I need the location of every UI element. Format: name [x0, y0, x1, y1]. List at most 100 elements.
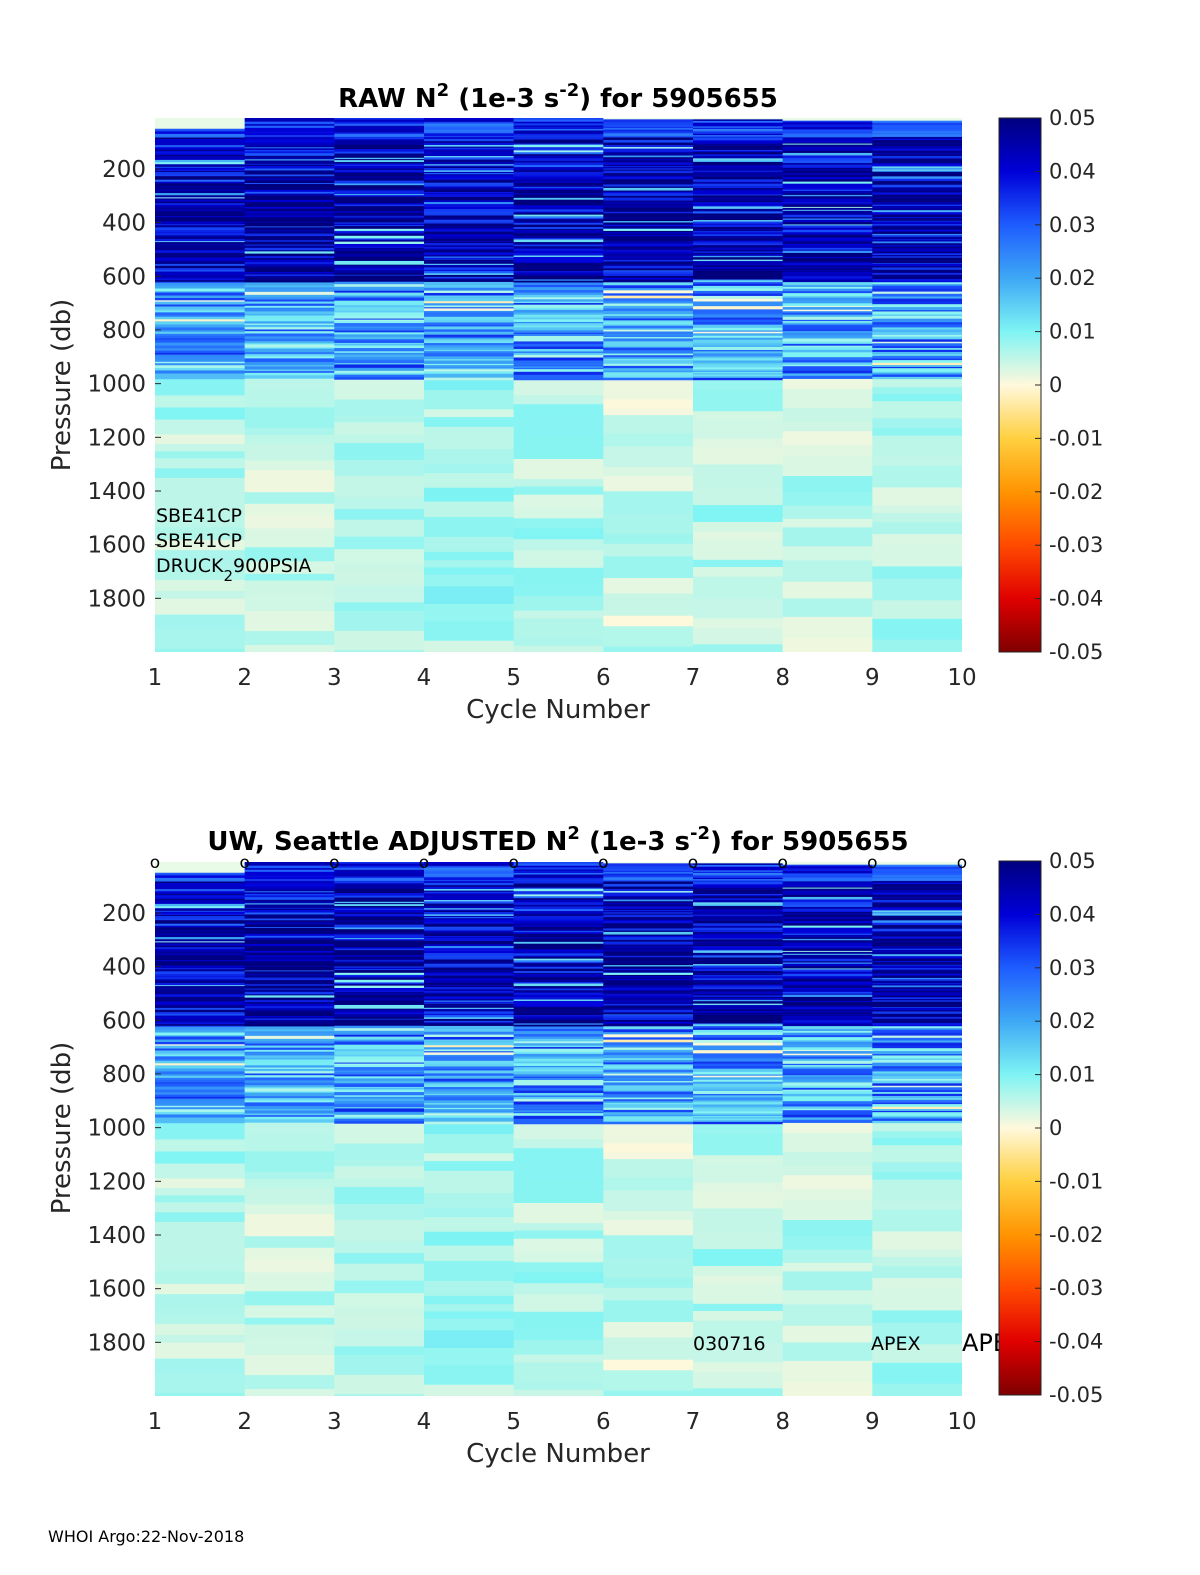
heatmap-cell	[693, 128, 784, 132]
heatmap-cell	[424, 1007, 515, 1010]
heatmap-cell	[872, 229, 962, 233]
heatmap-cell	[424, 953, 515, 957]
heatmap-cell	[693, 285, 784, 289]
heatmap-cell	[513, 951, 604, 954]
adjusted-title: UW, Seattle ADJUSTED N2 (1e-3 s-2) for 5…	[207, 823, 908, 857]
heatmap-cell	[244, 378, 335, 391]
heatmap-cell	[513, 1327, 604, 1341]
heatmap-cell	[872, 862, 962, 866]
heatmap-cell	[782, 307, 873, 310]
heatmap-cell	[693, 522, 784, 533]
heatmap-cell	[693, 349, 784, 352]
heatmap-cell	[872, 365, 962, 368]
heatmap-cell	[782, 882, 873, 886]
heatmap-cell	[782, 150, 873, 154]
heatmap-cell	[513, 199, 604, 202]
heatmap-cell	[424, 252, 515, 256]
heatmap-cell	[244, 869, 335, 873]
heatmap-cell	[693, 967, 784, 970]
heatmap-cell	[513, 317, 604, 320]
heatmap-cell	[603, 129, 694, 133]
heatmap-cell	[513, 303, 604, 306]
heatmap-cell	[603, 1021, 694, 1025]
heatmap-cell	[782, 1032, 873, 1036]
heatmap-cell	[513, 913, 604, 916]
heatmap-cell	[782, 875, 873, 879]
heatmap-cell	[244, 1016, 335, 1019]
heatmap-cell	[782, 1029, 873, 1032]
heatmap-cell	[693, 1048, 784, 1051]
heatmap-cell	[872, 315, 962, 320]
heatmap-cell	[782, 1200, 873, 1221]
heatmap-cell	[782, 210, 873, 214]
heatmap-cell	[155, 345, 246, 349]
heatmap-cell	[603, 889, 694, 892]
heatmap-cell	[155, 272, 246, 276]
colorbar-tick-label: 0	[1049, 373, 1062, 397]
heatmap-cell	[424, 261, 515, 263]
heatmap-cell	[693, 1133, 784, 1156]
heatmap-cell	[424, 986, 515, 991]
heatmap-cell	[782, 945, 873, 947]
heatmap-cell	[155, 1068, 246, 1072]
heatmap-cell	[872, 910, 962, 913]
heatmap-cell	[155, 356, 246, 360]
heatmap-cell	[424, 371, 515, 375]
heatmap-cell	[603, 166, 694, 170]
heatmap-cell	[693, 245, 784, 249]
heatmap-cell	[513, 273, 604, 276]
heatmap-cell	[244, 1006, 335, 1009]
heatmap-cell	[424, 193, 515, 195]
heatmap-cell	[693, 1120, 784, 1123]
heatmap-cell	[155, 188, 246, 190]
heatmap-cell	[513, 297, 604, 300]
heatmap-cell	[334, 998, 425, 1002]
heatmap-cell	[244, 204, 335, 208]
heatmap-cell	[513, 1087, 604, 1092]
heatmap-cell	[693, 933, 784, 936]
heatmap-cell	[603, 301, 694, 305]
heatmap-cell	[513, 275, 604, 278]
heatmap-cell	[782, 445, 873, 457]
heatmap-cell	[872, 935, 962, 938]
heatmap-cell	[872, 944, 962, 947]
heatmap-cell	[155, 996, 246, 999]
heatmap-cell	[782, 648, 873, 652]
heatmap-cell	[424, 990, 515, 992]
heatmap-cell	[244, 984, 335, 987]
heatmap-cell	[424, 501, 515, 518]
heatmap-cell	[424, 1280, 515, 1297]
x-tick-label: 8	[775, 665, 790, 691]
heatmap-cell	[424, 487, 515, 503]
heatmap-cell	[244, 141, 335, 144]
heatmap-cell	[424, 267, 515, 271]
heatmap-cell	[693, 937, 784, 940]
raw-x-ticks: 1 2 3 4 5 6 7 8 9 10	[148, 665, 977, 691]
heatmap-cell	[155, 598, 246, 616]
heatmap-cell	[603, 285, 694, 289]
heatmap-cell	[424, 1117, 515, 1120]
heatmap-cell	[424, 1112, 515, 1115]
heatmap-cell	[155, 1315, 246, 1325]
heatmap-cell	[782, 963, 873, 967]
heatmap-cell	[155, 147, 246, 151]
heatmap-cell	[424, 279, 515, 283]
heatmap-cell	[513, 934, 604, 937]
heatmap-cell	[424, 1006, 515, 1009]
heatmap-cell	[782, 942, 873, 946]
heatmap-cell	[155, 1007, 246, 1011]
heatmap-cell	[782, 273, 873, 277]
heatmap-cell	[693, 136, 784, 139]
heatmap-cell	[155, 136, 246, 139]
heatmap-cell	[782, 170, 873, 174]
heatmap-cell	[872, 145, 962, 150]
heatmap-cell	[155, 874, 246, 877]
heatmap-cell	[155, 985, 246, 987]
heatmap-cell	[782, 1051, 873, 1054]
heatmap-cell	[424, 937, 515, 939]
heatmap-cell	[513, 1048, 604, 1052]
heatmap-cell	[424, 948, 515, 950]
heatmap-cell	[334, 1000, 425, 1004]
heatmap-cell	[334, 204, 425, 207]
heatmap-cell	[424, 409, 515, 418]
